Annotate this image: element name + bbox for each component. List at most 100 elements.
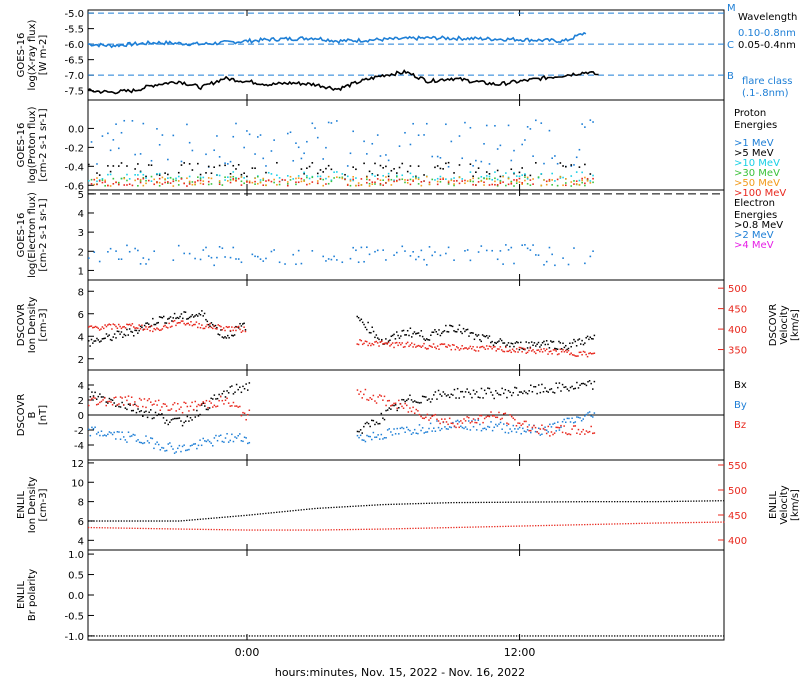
data-point (98, 180, 101, 182)
data-point (393, 428, 395, 430)
data-point (356, 343, 358, 345)
data-point (216, 405, 219, 407)
data-point (472, 418, 475, 420)
data-point (237, 529, 240, 531)
data-point (578, 179, 581, 182)
data-point (92, 396, 95, 399)
data-point (247, 442, 249, 445)
data-point (533, 351, 536, 353)
data-point (398, 399, 400, 402)
data-point (206, 320, 209, 323)
data-point (581, 181, 583, 184)
data-point (186, 449, 189, 451)
data-point (535, 119, 537, 122)
data-point (592, 501, 594, 503)
data-point (517, 394, 519, 396)
data-point (573, 247, 575, 249)
data-point (505, 501, 507, 503)
data-point (461, 180, 464, 182)
data-point (507, 350, 510, 353)
data-point (197, 444, 200, 447)
data-point (450, 526, 452, 529)
data-point (480, 160, 483, 163)
data-point (327, 635, 330, 637)
data-point (254, 180, 256, 183)
data-point (93, 635, 95, 637)
data-point (382, 635, 384, 637)
data-point (289, 131, 292, 134)
data-point (633, 635, 635, 637)
data-point (540, 501, 542, 503)
data-point (336, 506, 338, 508)
data-point (412, 175, 414, 178)
data-point (529, 179, 532, 181)
data-point (297, 177, 300, 179)
data-point (584, 635, 586, 637)
data-point (499, 635, 501, 637)
data-point (393, 333, 395, 336)
y-tick-label: -5.0 (64, 9, 84, 20)
data-point (216, 528, 218, 531)
data-point (150, 180, 153, 182)
data-point (148, 442, 150, 444)
data-point (367, 435, 370, 438)
data-point (346, 184, 349, 186)
y-axis-label: DSCOVRIon Density[cm-3] (16, 297, 49, 354)
y-tick-label: 4 (78, 536, 84, 547)
data-point (461, 426, 464, 429)
data-point (690, 500, 692, 502)
data-point (243, 412, 246, 415)
data-point (388, 428, 391, 430)
data-point (322, 184, 325, 187)
data-point (195, 321, 198, 323)
data-point (370, 332, 372, 334)
data-point (349, 178, 352, 181)
data-point (460, 425, 462, 427)
data-point (371, 419, 373, 422)
data-point (390, 335, 393, 338)
data-point (191, 181, 194, 183)
data-point (131, 527, 133, 529)
data-point (575, 501, 578, 503)
data-point (551, 353, 553, 355)
data-point (491, 526, 493, 528)
data-point (243, 387, 246, 390)
data-point (490, 346, 492, 348)
data-point (515, 431, 518, 433)
data-point (112, 323, 115, 325)
data-point (128, 183, 131, 186)
data-point (254, 183, 256, 185)
data-point (425, 502, 428, 505)
data-point (682, 500, 684, 502)
data-point (116, 327, 119, 329)
data-point (687, 500, 689, 502)
data-point (545, 432, 548, 435)
data-point (485, 392, 487, 395)
data-point (481, 345, 484, 348)
data-point (385, 338, 387, 340)
data-point (213, 325, 215, 327)
data-point (379, 635, 381, 637)
data-point (408, 345, 410, 348)
data-point (438, 348, 440, 350)
data-point (409, 165, 412, 167)
data-point (181, 445, 184, 448)
data-point (406, 503, 409, 505)
data-point (322, 158, 325, 160)
data-point (225, 325, 228, 328)
data-point (417, 344, 420, 347)
data-point (469, 501, 471, 504)
data-point (515, 387, 518, 389)
data-point (676, 522, 679, 524)
data-point (679, 635, 681, 637)
y-axis-label: GOES-16log(Electron flux)[cm-2 s-1 sr-1] (16, 192, 49, 278)
data-point (156, 327, 158, 329)
data-point (92, 342, 94, 344)
y-tick-label-right: 450 (728, 511, 747, 522)
data-point (115, 250, 117, 252)
legend-entry: >1 MeV (734, 138, 774, 149)
data-point (499, 418, 502, 421)
data-point (259, 134, 262, 136)
data-point (479, 346, 481, 349)
data-point (526, 525, 529, 527)
